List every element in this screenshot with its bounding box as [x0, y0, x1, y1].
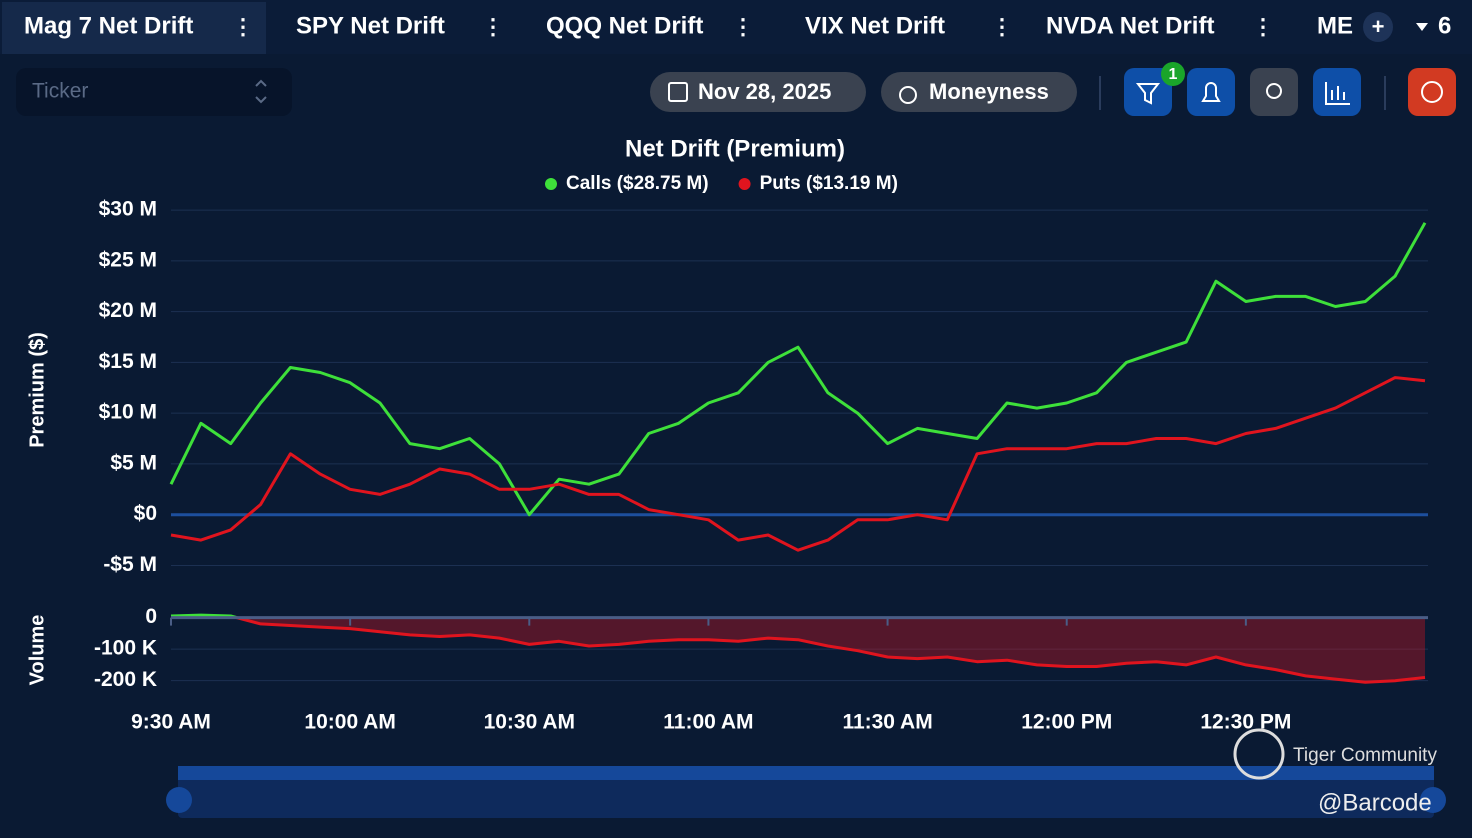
credit: @Barcode — [1318, 789, 1432, 816]
x-tick-label: 12:00 PM — [1021, 711, 1112, 734]
tab-menu: ⋮ — [1252, 14, 1274, 39]
tab-label[interactable]: SPY Net Drift — [296, 12, 445, 39]
moneyness-button[interactable] — [881, 72, 1077, 112]
select-arrows — [255, 79, 267, 104]
y-tick-label: 0 — [145, 605, 157, 628]
filter-icon — [1135, 83, 1161, 105]
add-tab[interactable] — [1363, 12, 1393, 42]
slider-handle-bar[interactable] — [178, 766, 1434, 780]
y-tick-label: $30 M — [99, 198, 157, 221]
moneyness: Moneyness — [929, 79, 1049, 104]
legend-marker — [545, 178, 557, 190]
y-tick-label: $25 M — [99, 248, 157, 271]
ticker-input[interactable] — [16, 68, 292, 116]
filter-badge: 1 — [1169, 66, 1178, 83]
y-axis-label: Premium ($) — [26, 332, 48, 448]
theme-button[interactable] — [1250, 68, 1298, 116]
watermark-logo — [1233, 728, 1285, 780]
tab-label[interactable]: QQQ Net Drift — [546, 12, 703, 39]
tab-label[interactable]: Mag 7 Net Drift — [24, 12, 193, 39]
legend-entry: Calls ($28.75 M) — [566, 173, 709, 194]
chart-title: Net Drift (Premium) — [625, 135, 845, 162]
active-tab[interactable] — [2, 2, 266, 54]
ticker-placeholder: Ticker — [32, 80, 88, 103]
x-tick-label: 11:30 AM — [842, 711, 932, 734]
badge — [1161, 62, 1185, 86]
y-tick-label: $5 M — [110, 451, 157, 474]
y-tick-label: $0 — [134, 502, 157, 525]
slider-handle-left[interactable] — [166, 787, 192, 813]
volume-line — [170, 613, 1426, 684]
chart-icon — [1325, 82, 1350, 105]
legend-marker — [738, 178, 751, 190]
tab-label[interactable]: VIX Net Drift — [805, 12, 945, 39]
series-line — [170, 376, 1426, 552]
filter-button[interactable] — [1124, 68, 1172, 116]
x-tick-label: 10:00 AM — [304, 711, 395, 734]
tab-menu: ⋮ — [732, 14, 754, 39]
date: Nov 28, 2025 — [698, 79, 831, 104]
reset-button[interactable] — [1408, 68, 1456, 116]
legend-entry: Puts ($13.19 M) — [760, 173, 898, 194]
x-tick-label: 11:00 AM — [663, 711, 753, 734]
reset-icon — [1421, 81, 1443, 103]
y-tick-label: $20 M — [99, 299, 157, 322]
tab-menu: ⋮ — [232, 14, 254, 39]
calendar-icon — [668, 82, 688, 102]
tab-menu: ⋮ — [991, 14, 1013, 39]
y-tick-label: -100 K — [94, 637, 157, 660]
x-tick-label: 12:30 PM — [1200, 711, 1291, 734]
x-tick-label: 10:30 AM — [484, 711, 575, 734]
watermark: Tiger Community — [1293, 745, 1437, 766]
y-tick-label: $10 M — [99, 401, 157, 424]
date-button[interactable] — [650, 72, 866, 112]
tabs: Mag 7 Net Drift SPY Net Drift QQQ Net Drif… — [24, 12, 1353, 39]
x-tick-label: 9:30 AM — [131, 711, 211, 734]
alert-button[interactable] — [1187, 68, 1235, 116]
y-tick-label: $15 M — [99, 350, 157, 373]
y-tick-label: -$5 M — [103, 553, 157, 576]
series-line — [169, 222, 1427, 517]
tab-menu: ⋮ — [482, 14, 504, 39]
caret — [1416, 23, 1428, 31]
volume-area — [171, 615, 1425, 683]
bag-icon — [899, 86, 917, 104]
slider-handle-right[interactable] — [1420, 787, 1446, 813]
y-axis-label: Volume — [26, 615, 48, 686]
bulb-icon — [1266, 83, 1282, 99]
tab-label[interactable]: ME — [1317, 12, 1353, 39]
y-tick-label: -200 K — [94, 668, 157, 691]
tab-count[interactable]: 6 — [1438, 12, 1451, 39]
plus: + — [1372, 14, 1385, 39]
tab-label[interactable]: NVDA Net Drift — [1046, 12, 1214, 39]
bell-icon — [1201, 82, 1221, 102]
